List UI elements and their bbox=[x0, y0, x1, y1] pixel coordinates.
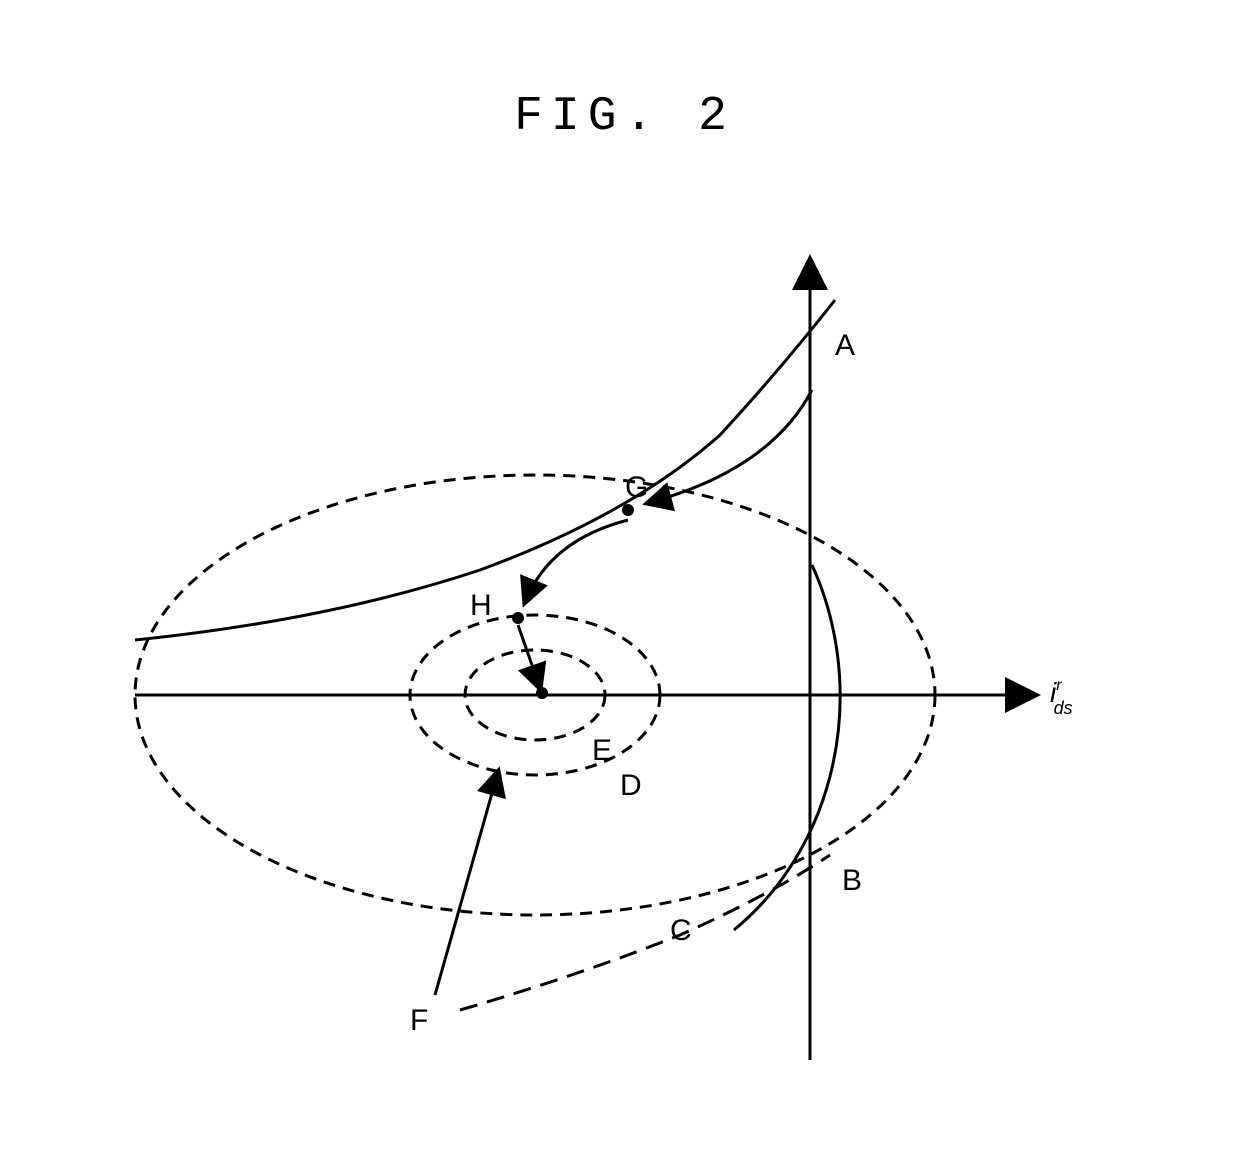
label-b: B bbox=[842, 864, 862, 897]
label-h: H bbox=[470, 589, 492, 622]
f-pointer bbox=[435, 772, 498, 995]
connector-to-g bbox=[648, 390, 812, 503]
label-a: A bbox=[835, 329, 855, 362]
arrow-h-to-center bbox=[518, 625, 540, 688]
point-center bbox=[536, 687, 548, 699]
arrow-g-to-h bbox=[525, 520, 628, 602]
diagram-container: A B C D E F G H irds bbox=[130, 240, 1110, 1060]
label-c: C bbox=[670, 914, 692, 947]
diagram-svg: A B C D E F G H irds bbox=[130, 240, 1110, 1060]
point-g bbox=[622, 504, 634, 516]
curve-b bbox=[460, 855, 830, 1010]
label-g: G bbox=[625, 471, 648, 504]
arc-c bbox=[734, 565, 840, 930]
point-h bbox=[512, 612, 524, 624]
figure-title: FIG. 2 bbox=[514, 90, 735, 144]
label-e: E bbox=[592, 734, 612, 767]
x-axis-label: irds bbox=[1050, 677, 1073, 718]
label-f: F bbox=[410, 1004, 428, 1037]
label-d: D bbox=[620, 769, 642, 802]
